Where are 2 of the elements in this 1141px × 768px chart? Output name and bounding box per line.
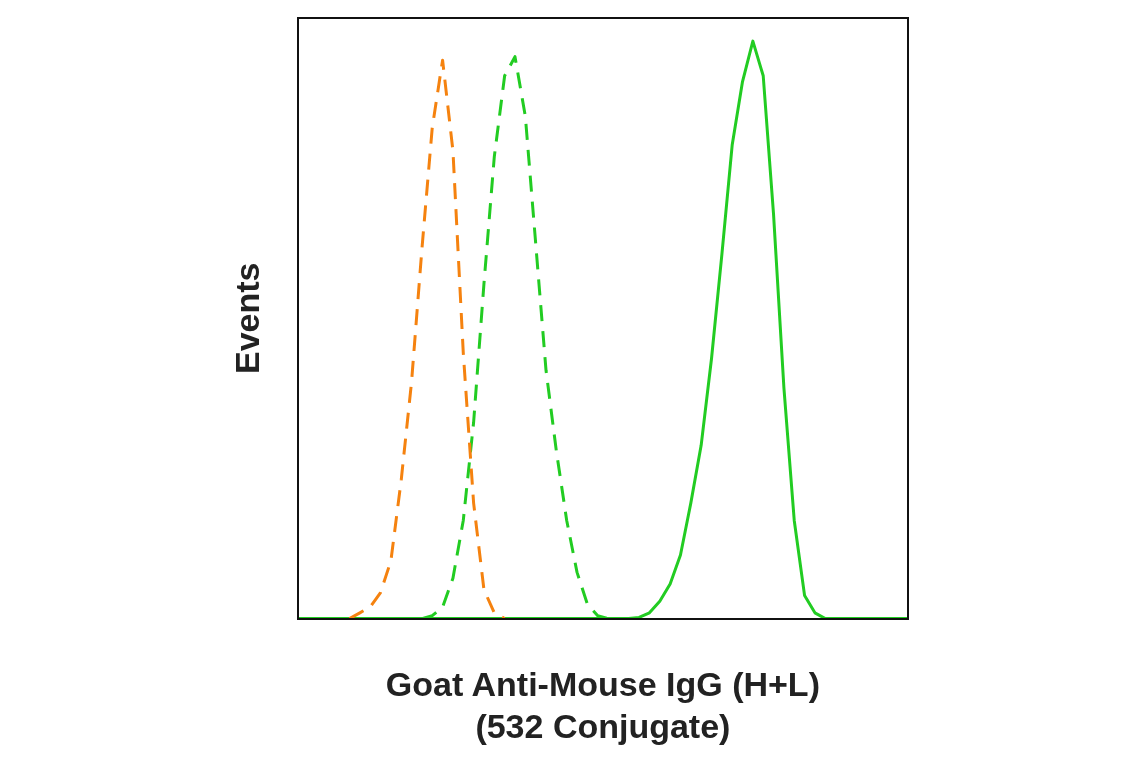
y-axis-title: Events	[227, 262, 266, 375]
x-axis-title: Goat Anti-Mouse IgG (H+L) (532 Conjugate)	[385, 664, 820, 746]
